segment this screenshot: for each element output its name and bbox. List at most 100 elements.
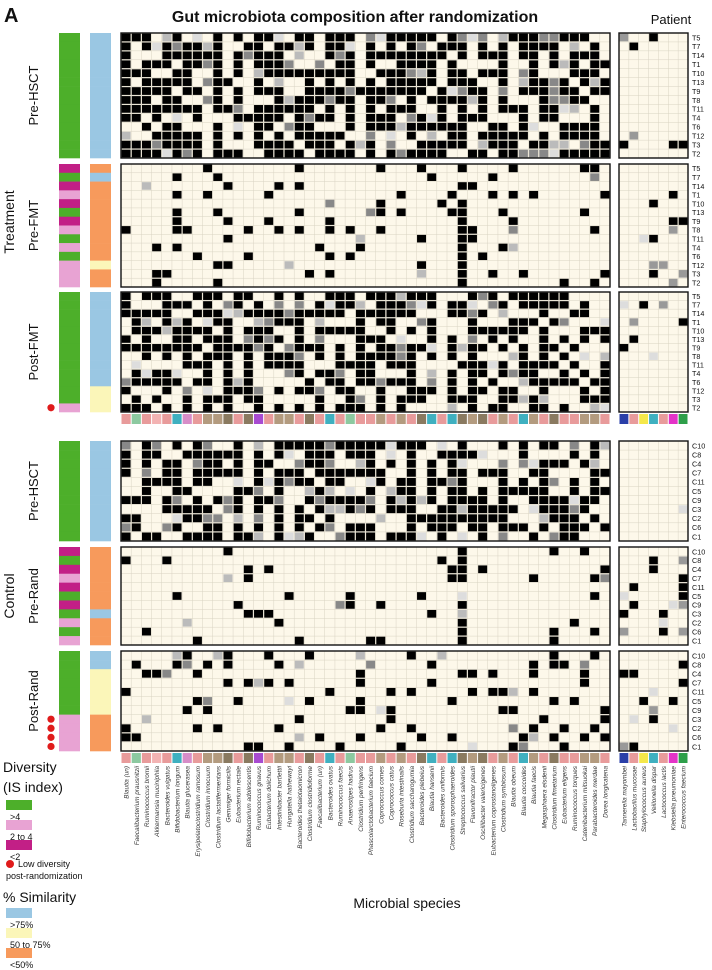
heatmap-cell	[131, 378, 141, 386]
heatmap-cell	[121, 113, 131, 122]
heatmap-cell	[243, 487, 253, 495]
heatmap-cell	[478, 361, 488, 369]
heatmap-cell	[559, 532, 569, 541]
heatmap-cell	[223, 361, 233, 369]
species-color-chip	[488, 414, 498, 424]
heatmap-cell	[427, 149, 437, 158]
heatmap-cell	[213, 208, 223, 217]
heatmap-cell	[457, 301, 467, 309]
heatmap-cell	[304, 270, 314, 278]
heatmap-cell	[417, 164, 427, 173]
similarity-cell	[90, 678, 111, 688]
heatmap-cell	[355, 496, 365, 505]
heatmap-cell	[649, 715, 658, 724]
heatmap-cell	[121, 532, 131, 541]
heatmap-cell	[447, 309, 457, 318]
heatmap-cell	[203, 514, 213, 523]
patient-label: T13	[692, 208, 704, 217]
heatmap-cell	[417, 149, 427, 158]
heatmap-cell	[121, 459, 131, 468]
heatmap-cell	[233, 514, 243, 523]
patient-label: T7	[692, 301, 700, 310]
heatmap-cell	[152, 309, 162, 318]
heatmap-cell	[162, 60, 172, 69]
heatmap-cell	[559, 96, 569, 104]
species-label: Bacteroides vulgatus	[164, 765, 171, 825]
heatmap-cell	[549, 660, 559, 669]
heatmap-cell	[131, 344, 141, 352]
heatmap-cell	[345, 532, 355, 541]
species-color-chip	[539, 753, 549, 763]
heatmap-cell	[457, 199, 467, 208]
heatmap-cell	[243, 352, 253, 360]
heatmap-cell	[315, 523, 325, 532]
heatmap-cell	[478, 532, 488, 541]
heatmap-cell	[376, 309, 386, 318]
heatmap-cell	[619, 609, 629, 618]
heatmap-cell	[427, 51, 437, 60]
heatmap-cell	[366, 660, 376, 669]
heatmap-cell	[376, 33, 386, 42]
species-color-chip	[518, 414, 528, 424]
heatmap-cell	[396, 487, 406, 495]
low-diversity-marker	[47, 715, 55, 723]
heatmap-cell	[254, 459, 264, 468]
similarity-cell	[90, 190, 111, 200]
heatmap-cell	[254, 140, 264, 149]
heatmap-cell	[508, 149, 518, 158]
heatmap-cell	[304, 459, 314, 468]
heatmap-cell	[223, 505, 233, 514]
heatmap-cell	[182, 149, 192, 158]
heatmap-cell	[678, 318, 688, 326]
heatmap-cell	[518, 523, 528, 532]
heatmap-cell	[600, 369, 610, 378]
heatmap-cell	[417, 234, 427, 243]
heatmap-cell	[457, 556, 467, 565]
similarity-cell	[90, 609, 111, 619]
heatmap-cell	[600, 318, 610, 326]
heatmap-cell	[376, 208, 386, 217]
heatmap-cell	[539, 404, 549, 412]
heatmap-cell	[213, 450, 223, 459]
heatmap-cell	[315, 496, 325, 505]
species-label: Eubacterium rectale	[236, 766, 243, 823]
heatmap-cell	[274, 496, 284, 505]
heatmap-cell	[162, 344, 172, 352]
heatmap-cell	[467, 78, 477, 86]
heatmap-cell	[600, 378, 610, 386]
heatmap-cell	[559, 378, 569, 386]
heatmap-cell	[529, 487, 539, 495]
heatmap-cell	[325, 140, 335, 149]
heatmap-cell	[406, 441, 416, 450]
heatmap-cell	[427, 514, 437, 523]
heatmap-cell	[569, 523, 579, 532]
heatmap-cell	[294, 326, 304, 335]
heatmap-cell	[121, 301, 131, 309]
heatmap-cell	[508, 326, 518, 335]
similarity-cell	[90, 181, 111, 191]
heatmap-cell	[254, 87, 264, 95]
heatmap-cell	[335, 33, 345, 42]
heatmap-cell	[274, 140, 284, 149]
species-color-chip	[162, 414, 172, 424]
heatmap-cell	[172, 69, 182, 78]
heatmap-cell	[590, 149, 600, 158]
diversity-cell	[59, 243, 80, 253]
heatmap-cell	[203, 164, 213, 173]
heatmap-cell	[274, 361, 284, 369]
heatmap-cell	[335, 468, 345, 477]
heatmap-cell	[529, 78, 539, 86]
heatmap-cell	[304, 378, 314, 386]
phase-label: Post-Rand	[26, 670, 41, 731]
heatmap-cell	[366, 378, 376, 386]
heatmap-cell	[152, 344, 162, 352]
heatmap-cell	[437, 42, 447, 51]
heatmap-cell	[315, 733, 325, 742]
species-label: Oscillibacter valericigenes	[480, 765, 487, 840]
heatmap-cell	[600, 395, 610, 403]
heatmap-cell	[162, 87, 172, 95]
diversity-cell	[59, 522, 80, 533]
patient-label: T1	[692, 318, 700, 327]
species-color-chip	[467, 414, 478, 424]
similarity-cell	[90, 687, 111, 697]
